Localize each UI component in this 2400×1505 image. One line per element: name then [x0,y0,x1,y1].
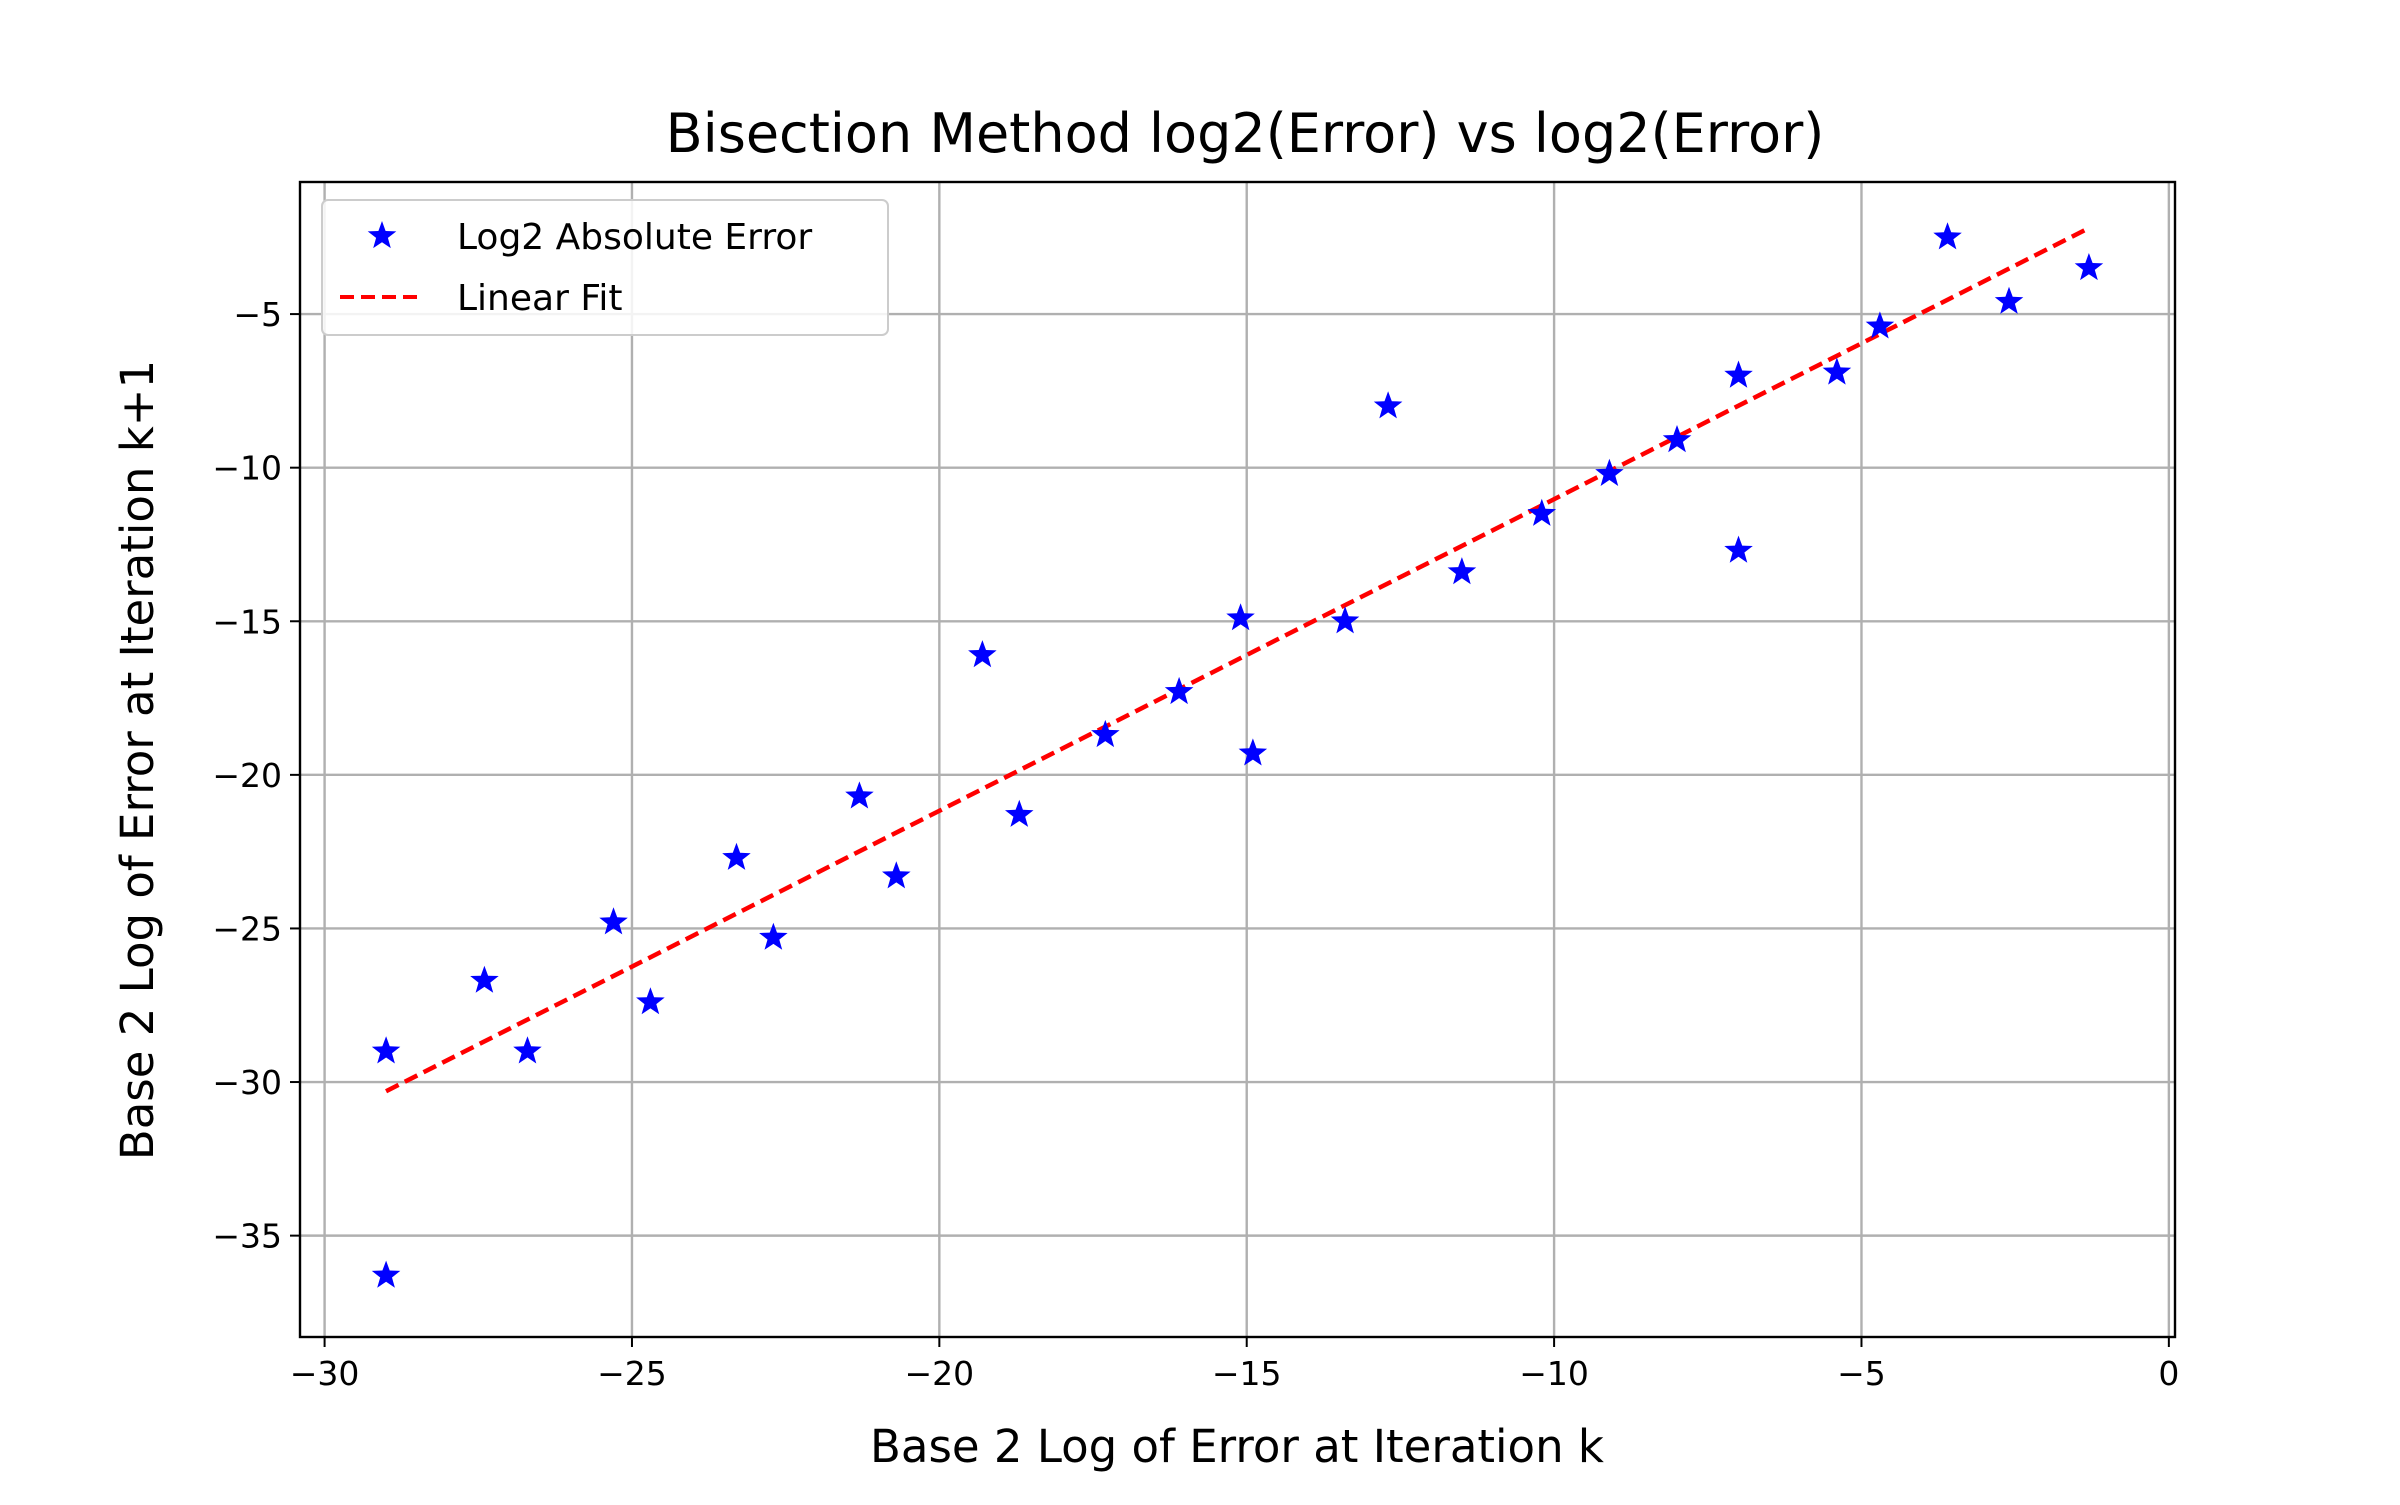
data-point-star [1373,391,1403,419]
data-point-star [1595,458,1624,486]
data-point-star [371,1260,401,1288]
data-point-star [1865,311,1895,339]
data-point-star [1822,357,1852,385]
plot-area-frame [298,180,2177,1339]
linear-fit-series [385,226,2090,1094]
chart-title: Bisection Method log2(Error) vs log2(Err… [666,102,1825,165]
data-point-star [1724,360,1753,388]
data-point-star [722,842,751,870]
y-tick-label: −5 [233,295,282,334]
x-tick-label: −30 [290,1354,360,1393]
y-axis-title: Base 2 Log of Error at Iteration k+1 [111,360,164,1160]
legend-star-icon [367,221,397,249]
y-tick-label: −30 [212,1063,282,1102]
data-point-star [636,987,665,1015]
data-point-star [1330,606,1360,634]
data-point-star [2074,253,2104,281]
legend-star-marker [367,221,397,249]
data-point-star [968,640,997,668]
legend: Log2 Absolute Error Linear Fit [321,199,889,336]
legend-label-fit: Linear Fit [457,278,623,319]
legend-label-scatter: Log2 Absolute Error [457,217,812,258]
data-point-star [599,907,628,935]
data-point-star [1724,535,1753,563]
data-point-star [759,922,788,950]
data-point-star [513,1036,542,1064]
x-axis-ticks: −30 −25 −20 −15 −10 −5 0 [290,1337,2179,1393]
x-tick-label: −25 [597,1354,667,1393]
scatter-series [371,222,2104,1288]
data-point-star [371,1036,401,1064]
legend-box [321,199,889,336]
x-tick-label: −5 [1837,1354,1886,1393]
data-point-star [1005,799,1034,827]
x-tick-label: −20 [905,1354,975,1393]
data-point-star [1164,676,1194,705]
x-tick-label: −10 [1519,1354,1589,1393]
data-point-star [882,861,911,889]
data-point-star [1662,425,1692,453]
x-tick-label: 0 [2158,1354,2179,1393]
x-tick-label: −15 [1212,1354,1282,1393]
y-tick-label: −25 [212,909,282,948]
x-axis-title: Base 2 Log of Error at Iteration k [870,1420,1604,1473]
data-point-star [470,965,499,993]
data-point-star [1933,222,1962,250]
data-point-star [1091,719,1120,748]
data-point-star [1447,557,1477,585]
y-axis-ticks: −35 −30 −25 −20 −15 −10 −5 [212,295,300,1256]
y-tick-label: −20 [212,756,282,795]
grid [300,182,2175,1337]
y-tick-label: −10 [212,449,282,488]
y-tick-label: −35 [212,1217,282,1256]
data-point-star [845,781,874,809]
linear-fit-line [385,226,2090,1094]
data-point-star [1527,498,1557,526]
data-point-star [1226,603,1255,631]
y-tick-label: −15 [212,602,282,641]
data-point-star [1238,738,1268,766]
data-point-star [1994,286,2024,314]
